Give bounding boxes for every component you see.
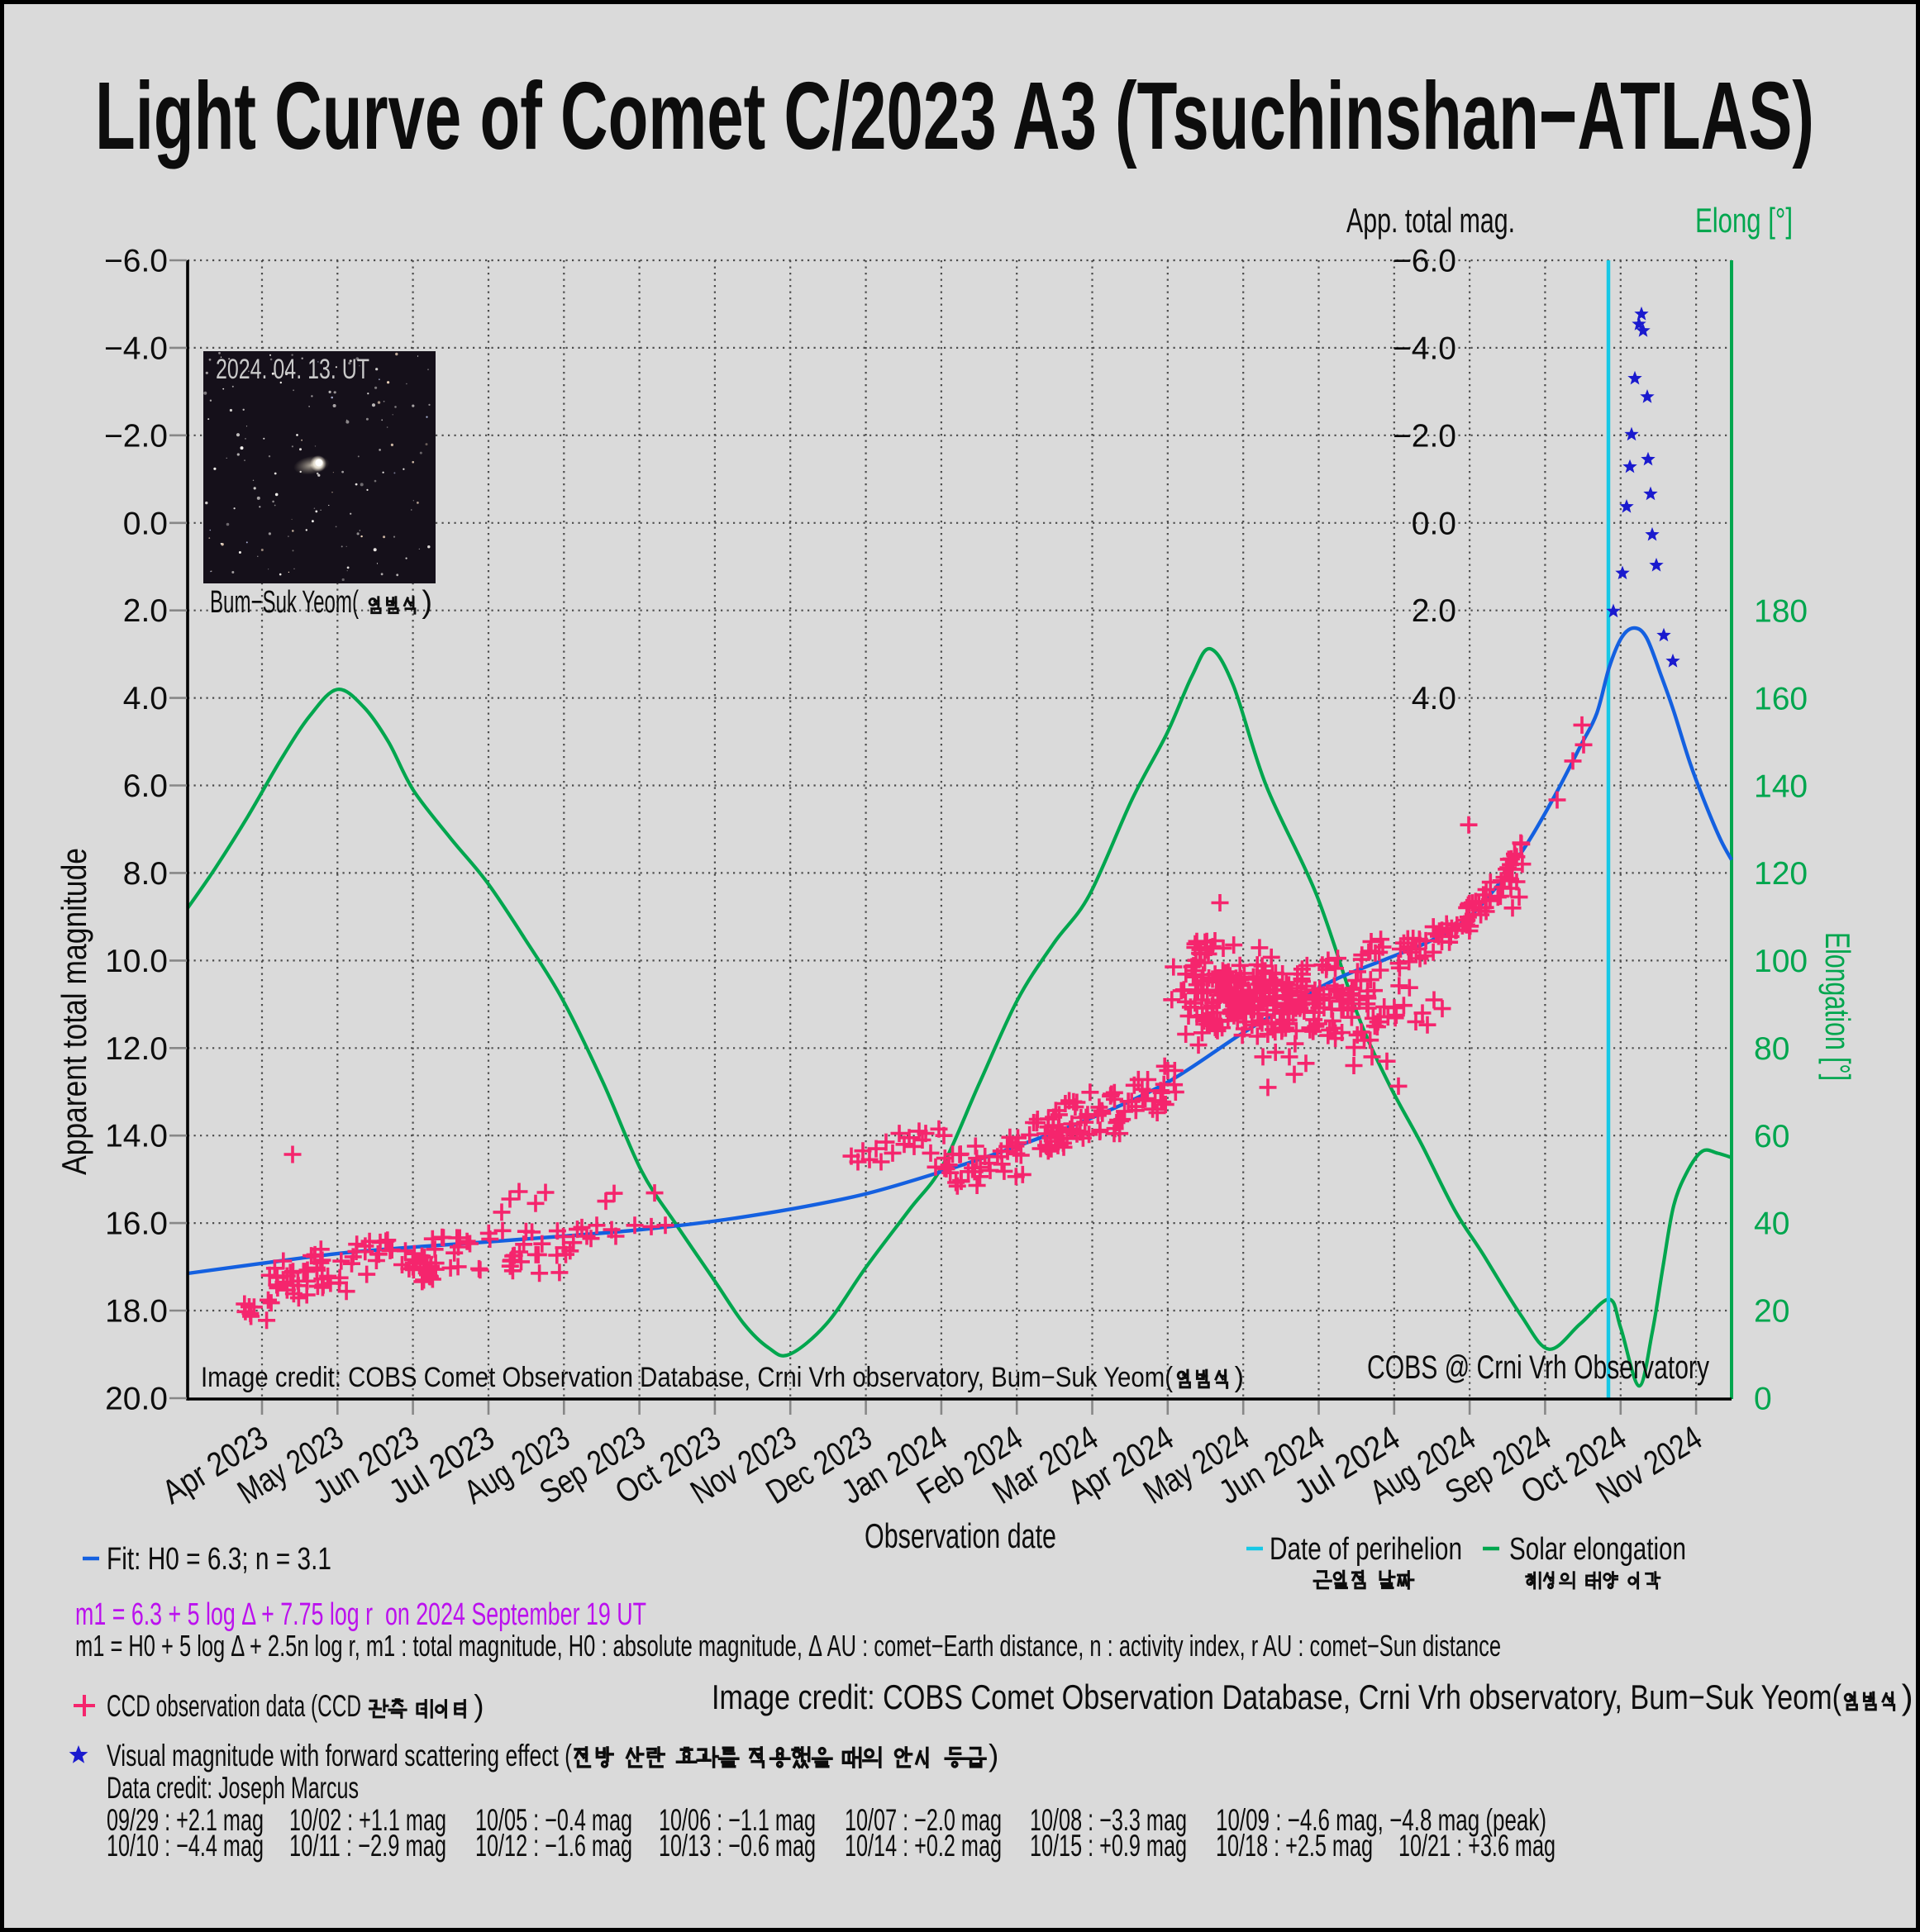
svg-text:0.0: 0.0 (123, 506, 168, 541)
svg-text:160: 160 (1754, 681, 1808, 716)
svg-text:10/11 : −2.9 mag: 10/11 : −2.9 mag (289, 1829, 446, 1863)
svg-text:10/10 : −4.4 mag: 10/10 : −4.4 mag (107, 1829, 264, 1863)
svg-text:4.0: 4.0 (1412, 681, 1456, 716)
svg-text:10/13 : −0.6 mag: 10/13 : −0.6 mag (659, 1829, 816, 1863)
svg-text:6.0: 6.0 (123, 769, 168, 804)
svg-text:−2.0: −2.0 (104, 418, 168, 454)
svg-text:Elongation [°]: Elongation [°] (1818, 932, 1857, 1081)
svg-text:0: 0 (1754, 1382, 1772, 1417)
svg-text:40: 40 (1754, 1206, 1789, 1242)
svg-text:2024. 04. 13. UT: 2024. 04. 13. UT (216, 354, 369, 385)
svg-text:10.0: 10.0 (105, 944, 168, 979)
svg-text:10/15 : +0.9 mag: 10/15 : +0.9 mag (1030, 1829, 1187, 1863)
svg-text:09/29 : +2.1 mag: 09/29 : +2.1 mag (107, 1803, 264, 1837)
svg-text:): ) (1902, 1677, 1913, 1716)
svg-text:App. total mag.: App. total mag. (1346, 201, 1515, 240)
svg-text:14.0: 14.0 (105, 1119, 168, 1154)
svg-text:16.0: 16.0 (105, 1206, 168, 1242)
svg-text:100: 100 (1754, 944, 1808, 979)
svg-text:−2.0: −2.0 (1393, 418, 1456, 454)
svg-text:20: 20 (1754, 1294, 1789, 1330)
svg-text:10/09 : −4.6 mag, −4.8 mag (pe: 10/09 : −4.6 mag, −4.8 mag (peak) (1216, 1803, 1546, 1837)
svg-text:8.0: 8.0 (123, 856, 168, 892)
svg-text:80: 80 (1754, 1031, 1789, 1067)
svg-text:10/12 : −1.6 mag: 10/12 : −1.6 mag (475, 1829, 632, 1863)
svg-text:Solar elongation: Solar elongation (1509, 1532, 1686, 1567)
svg-text:Bum−Suk Yeom(: Bum−Suk Yeom( (210, 585, 359, 620)
svg-text:−4.0: −4.0 (1393, 331, 1456, 366)
svg-text:10/21 : +3.6 mag: 10/21 : +3.6 mag (1398, 1829, 1556, 1863)
svg-text:10/14 : +0.2 mag: 10/14 : +0.2 mag (845, 1829, 1002, 1863)
svg-text:): ) (422, 585, 432, 620)
svg-text:Image credit: COBS Comet Obser: Image credit: COBS Comet Observation Dat… (712, 1677, 1841, 1716)
svg-text:18.0: 18.0 (105, 1294, 168, 1330)
svg-text:Apparent total magnitude: Apparent total magnitude (55, 848, 93, 1175)
svg-text:): ) (474, 1689, 484, 1723)
svg-text:Image credit: COBS Comet Obser: Image credit: COBS Comet Observation Dat… (201, 1362, 1174, 1393)
svg-text:Elong [°]: Elong [°] (1695, 201, 1793, 240)
svg-text:10/05 : −0.4 mag: 10/05 : −0.4 mag (475, 1803, 632, 1837)
svg-text:10/06 : −1.1 mag: 10/06 : −1.1 mag (659, 1803, 816, 1837)
svg-text:m1 = 6.3 + 5 log Δ + 7.75 log: m1 = 6.3 + 5 log Δ + 7.75 log r on 2024 … (75, 1597, 646, 1632)
svg-text:20.0: 20.0 (105, 1382, 168, 1417)
svg-text:−6.0: −6.0 (104, 244, 168, 279)
svg-text:Fit: H0 = 6.3; n = 3.1: Fit: H0 = 6.3; n = 3.1 (107, 1542, 331, 1577)
svg-text:): ) (989, 1739, 998, 1773)
svg-text:120: 120 (1754, 856, 1808, 892)
svg-text:10/02 : +1.1 mag: 10/02 : +1.1 mag (289, 1803, 446, 1837)
svg-text:2.0: 2.0 (123, 593, 168, 629)
svg-text:CCD observation data (CCD: CCD observation data (CCD (107, 1689, 361, 1723)
svg-text:10/18 : +2.5 mag: 10/18 : +2.5 mag (1216, 1829, 1373, 1863)
svg-text:Data credit: Joseph Marcus: Data credit: Joseph Marcus (107, 1771, 359, 1805)
svg-text:12.0: 12.0 (105, 1031, 168, 1067)
svg-text:COBS @ Crni Vrh Observatory: COBS @ Crni Vrh Observatory (1367, 1349, 1709, 1386)
svg-text:4.0: 4.0 (123, 681, 168, 716)
svg-text:10/08 : −3.3 mag: 10/08 : −3.3 mag (1030, 1803, 1187, 1837)
svg-text:140: 140 (1754, 769, 1808, 804)
svg-text:0.0: 0.0 (1412, 506, 1456, 541)
svg-text:Visual magnitude with forward: Visual magnitude with forward scattering… (107, 1739, 572, 1773)
svg-text:m1 = H0 + 5 log Δ + 2.5n log r: m1 = H0 + 5 log Δ + 2.5n log r, m1 : tot… (75, 1629, 1501, 1663)
svg-text:2.0: 2.0 (1412, 593, 1456, 629)
svg-text:Light Curve of Comet C/2023 A3: Light Curve of Comet C/2023 A3 (Tsuchins… (95, 62, 1814, 169)
svg-text:−4.0: −4.0 (104, 331, 168, 366)
svg-text:Date of perihelion: Date of perihelion (1270, 1532, 1462, 1567)
svg-text:60: 60 (1754, 1119, 1789, 1154)
svg-text:): ) (1235, 1362, 1244, 1393)
svg-text:180: 180 (1754, 594, 1808, 630)
svg-text:10/07 : −2.0 mag: 10/07 : −2.0 mag (845, 1803, 1002, 1837)
svg-text:−6.0: −6.0 (1393, 244, 1456, 279)
svg-text:Observation date: Observation date (865, 1516, 1056, 1555)
